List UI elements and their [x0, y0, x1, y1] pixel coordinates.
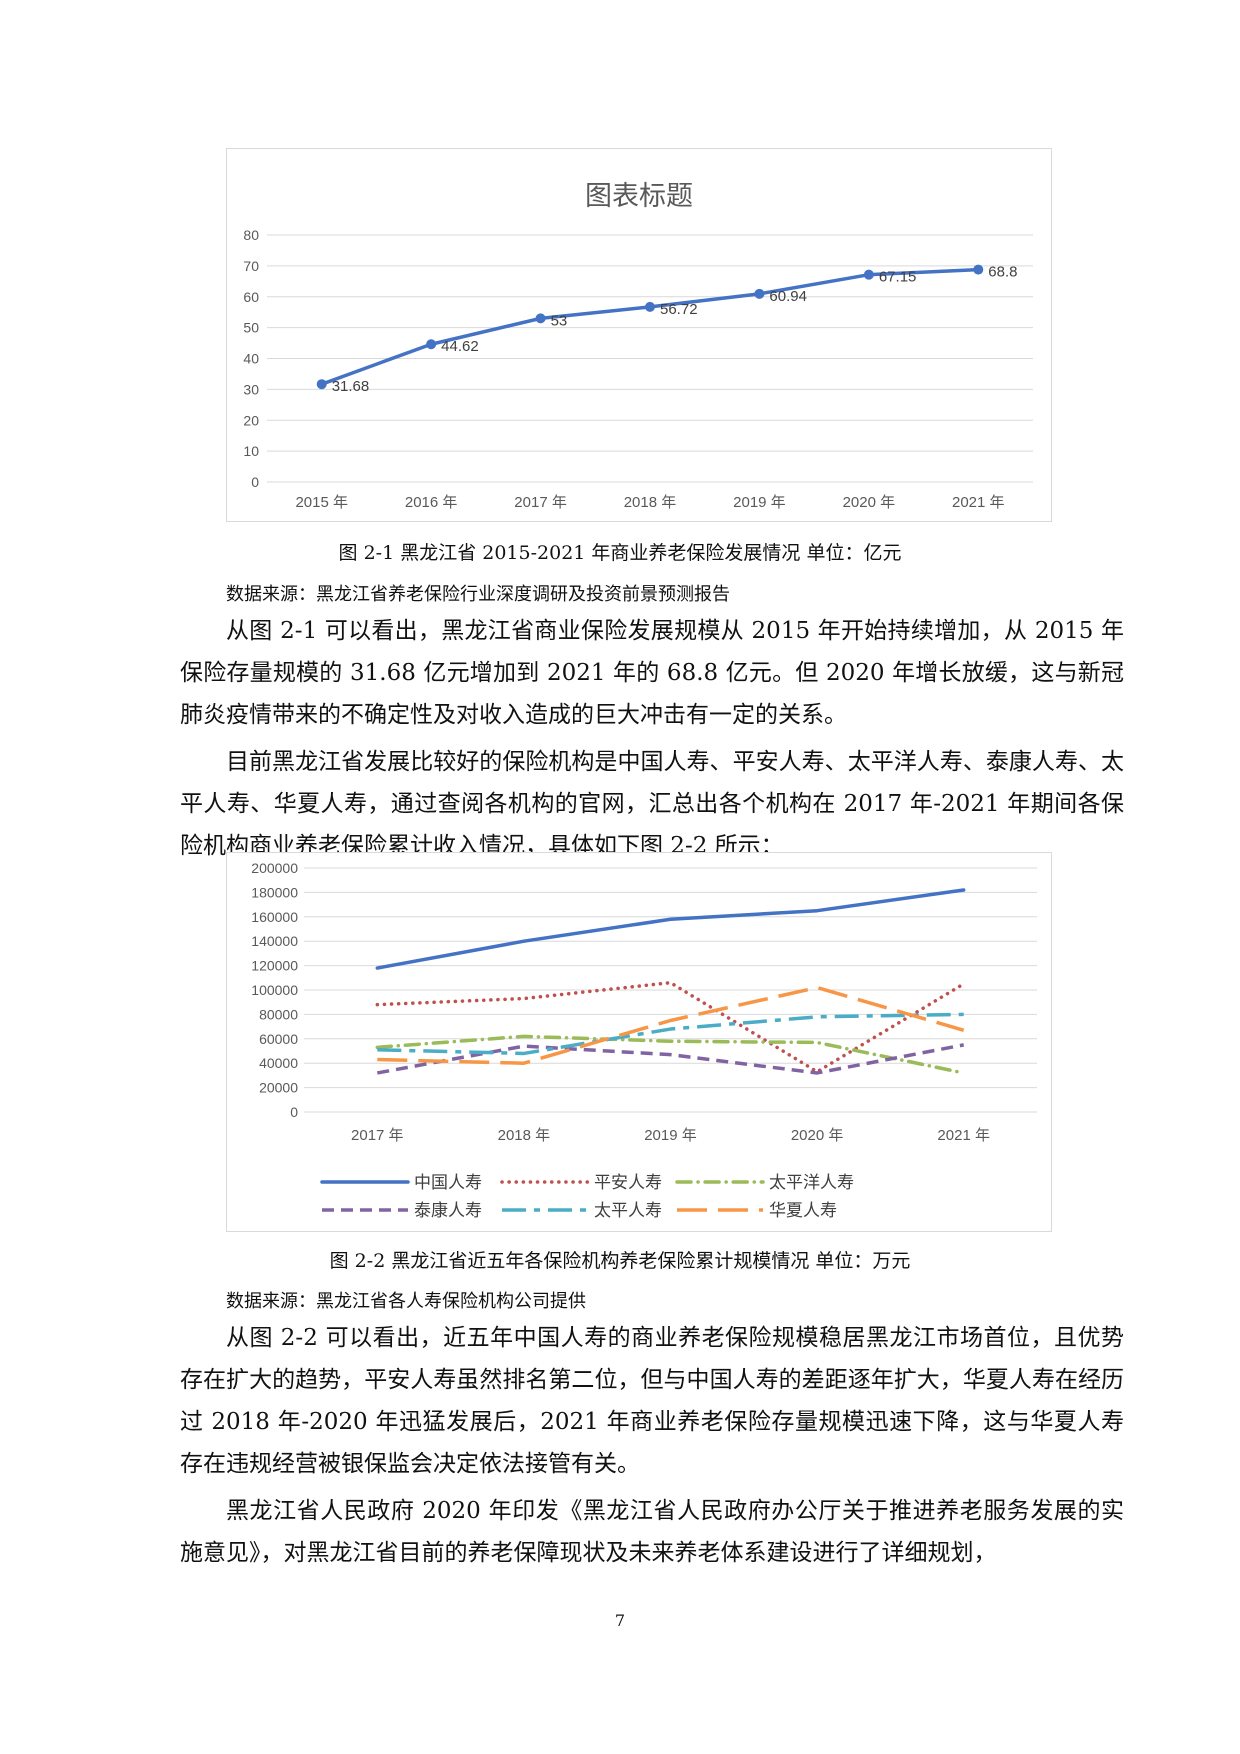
paragraph-2: 目前黑龙江省发展比较好的保险机构是中国人寿、平安人寿、太平洋人寿、泰康人寿、太平…	[180, 749, 1124, 859]
y-tick-label: 50	[243, 320, 259, 336]
y-tick-label: 0	[251, 474, 259, 490]
page-number: 7	[614, 1611, 626, 1630]
y-tick-label: 100000	[251, 982, 298, 998]
data-point	[973, 264, 984, 275]
x-tick-label: 2016 年	[405, 494, 458, 511]
series-line	[376, 1043, 965, 1075]
legend-label: 中国人寿	[414, 1173, 482, 1192]
y-tick-label: 120000	[251, 958, 298, 974]
series-line	[377, 985, 965, 1065]
legend-label: 太平人寿	[594, 1201, 662, 1220]
legend-label: 太平洋人寿	[769, 1173, 854, 1192]
y-tick-label: 40000	[259, 1055, 298, 1071]
y-tick-label: 30	[243, 381, 259, 397]
x-tick-label: 2018 年	[624, 494, 677, 511]
series-line	[321, 267, 979, 386]
x-tick-label: 2020 年	[791, 1127, 844, 1144]
y-tick-label: 140000	[251, 933, 298, 949]
legend-label: 平安人寿	[594, 1173, 662, 1192]
series-line	[377, 1012, 964, 1056]
y-tick-label: 200000	[251, 860, 298, 876]
chart-2: 0 20000 40000 60000 80000 100000 120000 140000 1…	[251, 860, 1037, 1220]
x-tick-label: 2021 年	[952, 494, 1005, 511]
series-line	[375, 1034, 966, 1075]
chart-1-title: 图表标题	[585, 181, 693, 211]
x-tick-label: 2018 年	[498, 1127, 551, 1144]
data-label: 68.8	[988, 264, 1017, 281]
paragraph-3: 从图 2-2 可以看出，近五年中国人寿的商业养老保险规模稳居黑龙江市场首位，且优…	[180, 1325, 1124, 1477]
y-tick-label: 40	[243, 351, 259, 367]
y-tick-label: 80	[243, 227, 259, 243]
data-label: 67.15	[879, 269, 917, 286]
y-tick-label: 10	[243, 443, 259, 459]
y-tick-label: 70	[243, 258, 259, 274]
x-tick-label: 2017 年	[351, 1127, 404, 1144]
data-label: 56.72	[660, 301, 698, 318]
figure-2-source: 数据来源：黑龙江省各人寿保险机构公司提供	[226, 1291, 586, 1312]
data-point	[645, 301, 655, 312]
legend-label: 华夏人寿	[769, 1201, 837, 1220]
x-tick-label: 2020 年	[843, 494, 896, 511]
y-tick-label: 60	[243, 289, 259, 305]
data-label: 31.68	[332, 378, 370, 395]
data-point	[535, 313, 546, 324]
paragraph-1: 从图 2-1 可以看出，黑龙江省商业保险发展规模从 2015 年开始持续增加，从…	[180, 618, 1124, 728]
data-point	[754, 288, 765, 299]
y-tick-label: 160000	[251, 909, 298, 925]
figure-1-source: 数据来源：黑龙江省养老保险行业深度调研及投资前景预测报告	[226, 584, 730, 605]
y-tick-label: 20	[243, 412, 259, 428]
x-tick-label: 2017 年	[514, 494, 567, 511]
data-point	[316, 379, 327, 390]
x-tick-label: 2019 年	[644, 1127, 697, 1144]
y-tick-label: 0	[290, 1104, 298, 1120]
data-point	[426, 339, 437, 350]
data-label: 53	[551, 312, 568, 329]
chart-2-frame: 0 20000 40000 60000 80000 100000 120000 140000 1…	[226, 852, 1052, 1232]
y-tick-label: 60000	[259, 1031, 298, 1047]
x-tick-label: 2015 年	[295, 494, 348, 511]
x-tick-label: 2021 年	[937, 1127, 990, 1144]
figure-2-caption: 图 2-2 黑龙江省近五年各保险机构养老保险累计规模情况 单位：万元	[329, 1250, 911, 1272]
paragraph-4: 黑龙江省人民政府 2020 年印发《黑龙江省人民政府办公厅关于推进养老服务发展的…	[180, 1498, 1124, 1566]
figure-1-caption: 图 2-1 黑龙江省 2015-2021 年商业养老保险发展情况 单位：亿元	[338, 542, 902, 564]
y-tick-label: 180000	[251, 884, 298, 900]
y-tick-label: 80000	[259, 1006, 298, 1022]
series-line	[375, 980, 966, 1074]
chart-1-frame: 图表标题 0 10 20 30 40 50 60 70 80 2015 年 2016 年 2017 年…	[226, 148, 1052, 522]
x-tick-label: 2019 年	[733, 494, 786, 511]
series-line	[375, 888, 966, 970]
data-label: 60.94	[769, 288, 807, 305]
data-point	[863, 269, 874, 280]
y-tick-label: 20000	[259, 1080, 298, 1096]
chart-1: 图表标题 0 10 20 30 40 50 60 70 80 2015 年 2016 年 2017 年…	[243, 181, 1033, 511]
legend-label: 泰康人寿	[414, 1201, 482, 1220]
data-label: 44.62	[441, 338, 479, 355]
